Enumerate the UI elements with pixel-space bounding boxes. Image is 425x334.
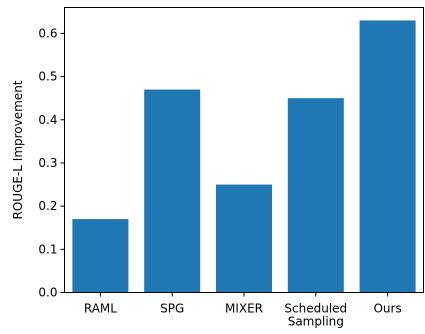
plot-frame — [64, 7, 424, 293]
x-tick-label: SPG — [160, 302, 184, 316]
x-axis: RAML SPG MIXER Scheduled Sampling Ours — [84, 292, 402, 329]
y-axis-label: ROUGE-L Improvement — [11, 80, 25, 219]
y-tick-label: 0.3 — [38, 156, 57, 170]
bar-scheduled-sampling — [287, 98, 344, 293]
y-tick-label: 0.4 — [38, 113, 57, 127]
y-axis: 0.0 0.1 0.2 0.3 0.4 0.5 0.6 — [38, 26, 65, 300]
x-tick-label: RAML — [84, 302, 117, 316]
y-tick-label: 0.1 — [38, 242, 57, 256]
y-tick-label: 0.6 — [38, 26, 57, 40]
bars-layer — [72, 20, 416, 293]
bar-raml — [72, 219, 129, 293]
x-tick-label: Ours — [373, 302, 401, 316]
y-tick-label: 0.2 — [38, 199, 57, 213]
bar-spg — [144, 89, 201, 293]
x-tick-label: MIXER — [225, 302, 263, 316]
bar-ours — [359, 20, 416, 293]
bar-mixer — [216, 184, 272, 293]
x-tick-label: Scheduled Sampling — [284, 302, 347, 329]
y-tick-label: 0.0 — [38, 286, 57, 300]
y-tick-label: 0.5 — [38, 70, 57, 84]
